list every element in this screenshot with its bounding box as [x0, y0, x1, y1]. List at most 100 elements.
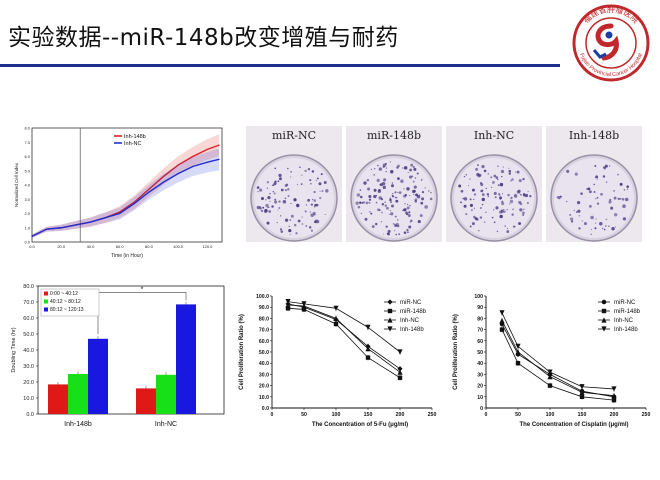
colony-dot	[393, 230, 396, 232]
x-tick-label: 50	[301, 412, 307, 418]
data-point	[31, 235, 33, 237]
colony-dot	[288, 225, 290, 228]
colony-dot	[493, 174, 497, 178]
colony-dot	[512, 208, 514, 211]
colony-dot	[604, 225, 607, 227]
colony-dot	[412, 180, 415, 183]
data-point	[579, 394, 585, 399]
colony-dot	[493, 191, 497, 195]
data-point	[499, 310, 505, 316]
colony-dot	[499, 214, 503, 219]
colony-dot	[470, 209, 473, 212]
colony-dot	[485, 211, 487, 213]
bar-0:00 ~ 40:12	[48, 384, 68, 414]
colony-dot	[595, 175, 599, 179]
colony-dot	[315, 179, 317, 182]
legend-label: Inh-148b	[400, 327, 424, 333]
colony-dot	[314, 220, 317, 224]
colony-dot	[371, 225, 375, 229]
colony-dot	[613, 196, 617, 200]
colony-dot	[407, 171, 409, 174]
data-point	[177, 173, 179, 175]
data-point	[499, 318, 505, 324]
colony-dot	[430, 191, 432, 194]
colony-dot	[408, 194, 411, 197]
data-point	[133, 202, 135, 205]
colony-dot	[569, 213, 572, 216]
x-tick-label: 120.0	[202, 244, 213, 249]
colony-dot	[410, 219, 413, 223]
colony-dot	[613, 213, 618, 217]
y-axis-title: Cell Proliferation Ratio (%)	[453, 314, 459, 390]
data-point	[547, 383, 553, 388]
colony-dot	[486, 193, 490, 196]
colony-dot	[310, 213, 314, 217]
dish-label: Inh-NC	[474, 129, 514, 142]
colony-dot	[389, 161, 391, 163]
colony-dot	[409, 204, 411, 207]
colony-dot	[274, 200, 278, 204]
colony-dot	[385, 225, 388, 228]
colony-dot	[297, 219, 301, 223]
colony-dot	[409, 221, 411, 223]
colony-dot	[382, 165, 385, 168]
data-point	[301, 307, 307, 312]
colony-dot	[290, 214, 294, 218]
colony-dot	[523, 208, 525, 210]
colony-dot	[366, 178, 370, 182]
colony-dot	[280, 230, 284, 233]
colony-dot	[417, 220, 421, 224]
data-point	[206, 161, 208, 163]
colony-dot	[313, 199, 317, 202]
colony-dot	[390, 212, 394, 216]
colony-dot	[622, 217, 627, 221]
colony-dot	[499, 182, 504, 187]
colony-dot	[614, 226, 617, 228]
colony-dot	[409, 168, 412, 172]
colony-dot	[495, 176, 499, 179]
x-tick-label: 100.0	[173, 244, 184, 249]
colony-dot	[477, 229, 480, 232]
colony-dot	[307, 168, 311, 171]
y-axis-title: Cell Proliferation Ratio (%)	[239, 314, 245, 390]
colony-dot	[621, 198, 625, 201]
colony-dot	[485, 187, 487, 190]
colony-dot	[473, 193, 477, 196]
colony-dot	[493, 209, 495, 211]
colony-dot	[475, 167, 479, 171]
colony-dot	[287, 195, 290, 197]
colony-dot	[487, 195, 490, 198]
data-point	[515, 349, 521, 355]
colony-dot	[290, 170, 292, 173]
colony-dot	[392, 223, 395, 225]
y-tick-label: 30	[477, 372, 483, 378]
colony-dot	[310, 203, 313, 206]
legend-label: 0:00 ~ 40:12	[50, 291, 78, 297]
data-point	[148, 188, 150, 190]
colony-dot	[402, 167, 404, 169]
colony-dot	[260, 196, 265, 200]
colony-dot	[301, 174, 303, 176]
data-point	[75, 224, 77, 226]
colony-dot	[608, 200, 612, 204]
colony-dot	[413, 167, 417, 171]
colony-dot	[295, 232, 298, 235]
hospital-logo: 福建省肿瘤医院 Fujian Provincial Cancer Hospita…	[572, 4, 650, 82]
colony-dot	[390, 184, 394, 188]
legend-swatch	[44, 307, 48, 312]
series-line-Inh-148b	[501, 312, 615, 390]
x-tick-label: 250	[642, 412, 651, 418]
colony-dot	[274, 180, 277, 183]
legend-marker	[601, 308, 607, 314]
colony-dot	[368, 194, 372, 199]
colony-dot	[574, 172, 578, 176]
y-tick-label: 90	[477, 305, 483, 311]
colony-dot	[321, 190, 324, 192]
data-point	[104, 217, 106, 219]
colony-dot	[594, 165, 597, 168]
y-tick-label: 5.0	[24, 168, 30, 173]
colony-dot	[421, 197, 425, 201]
colony-dot	[473, 198, 475, 201]
colony-dot	[421, 190, 425, 194]
colony-dot	[414, 177, 417, 179]
